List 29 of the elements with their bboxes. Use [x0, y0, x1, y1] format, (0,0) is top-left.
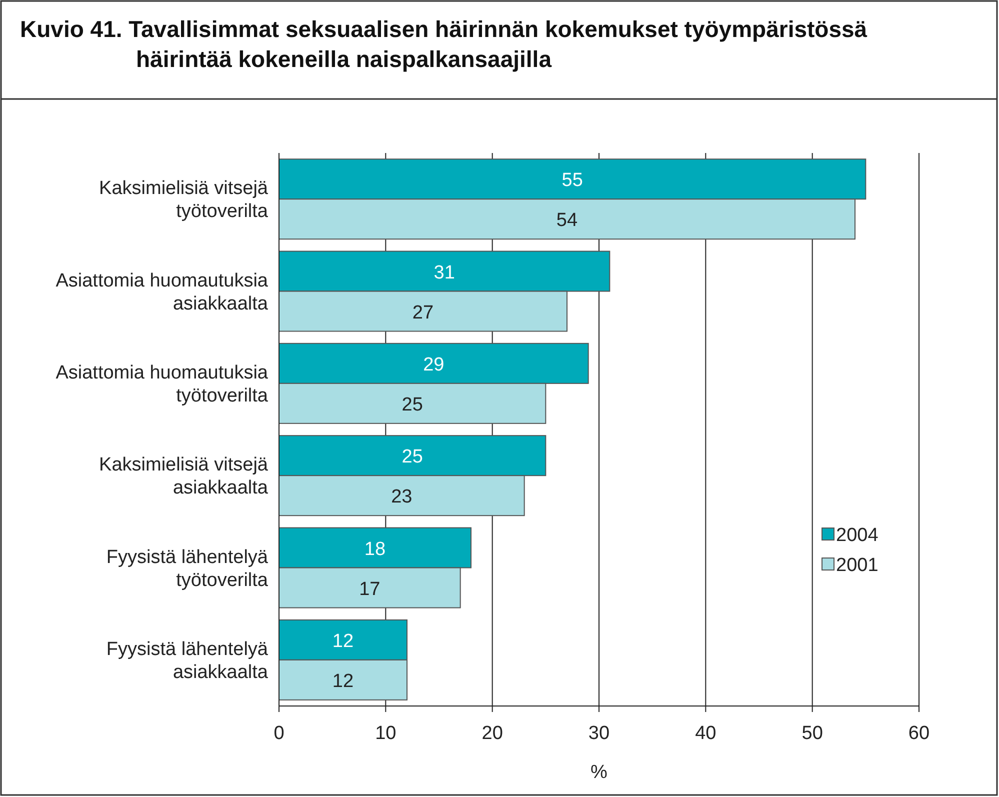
- data-label: 25: [402, 446, 423, 468]
- legend-label: 2001: [836, 555, 878, 576]
- x-tick-label: 10: [375, 723, 396, 744]
- data-label: 12: [332, 670, 354, 692]
- data-label: 29: [423, 354, 444, 376]
- x-tick-label: 20: [482, 723, 503, 744]
- data-label: 23: [391, 486, 412, 508]
- x-axis-title: %: [590, 762, 608, 783]
- data-label: 17: [359, 578, 380, 600]
- y-tick-label: Kaksimielisiä vitsejä asiakkaalta: [99, 454, 268, 499]
- data-label: 12: [332, 630, 354, 652]
- x-tick-label: 60: [908, 723, 930, 744]
- y-tick-label: Asiattomia huomautuksia työtoverilta: [56, 362, 268, 406]
- y-tick-label: Kaksimielisiä vitsejä työtoverilta: [99, 178, 268, 222]
- legend-label: 2004: [836, 525, 879, 546]
- y-tick-label: Fyysistä lähentelyä työtoverilta: [106, 546, 268, 591]
- y-tick-label: Fyysistä lähentelyä asiakkaalta: [106, 638, 268, 683]
- data-label: 25: [402, 394, 423, 416]
- data-label: 55: [562, 170, 583, 192]
- x-tick-label: 30: [588, 723, 610, 744]
- x-tick-label: 50: [802, 723, 823, 744]
- chart-title: Kuvio 41. Tavallisimmat seksuaalisen häirinnän kokemukset työympäristössä häirintää kokeneilla naispalkansaajilla: [20, 16, 868, 72]
- data-label: 18: [364, 538, 386, 560]
- data-label: 27: [412, 302, 434, 324]
- x-tick-label: 0: [274, 723, 284, 744]
- y-tick-label: Asiattomia huomautuksia asiakkaalta: [56, 270, 268, 314]
- data-label: 54: [556, 210, 578, 232]
- x-tick-label: 40: [695, 723, 716, 744]
- data-label: 31: [434, 262, 455, 284]
